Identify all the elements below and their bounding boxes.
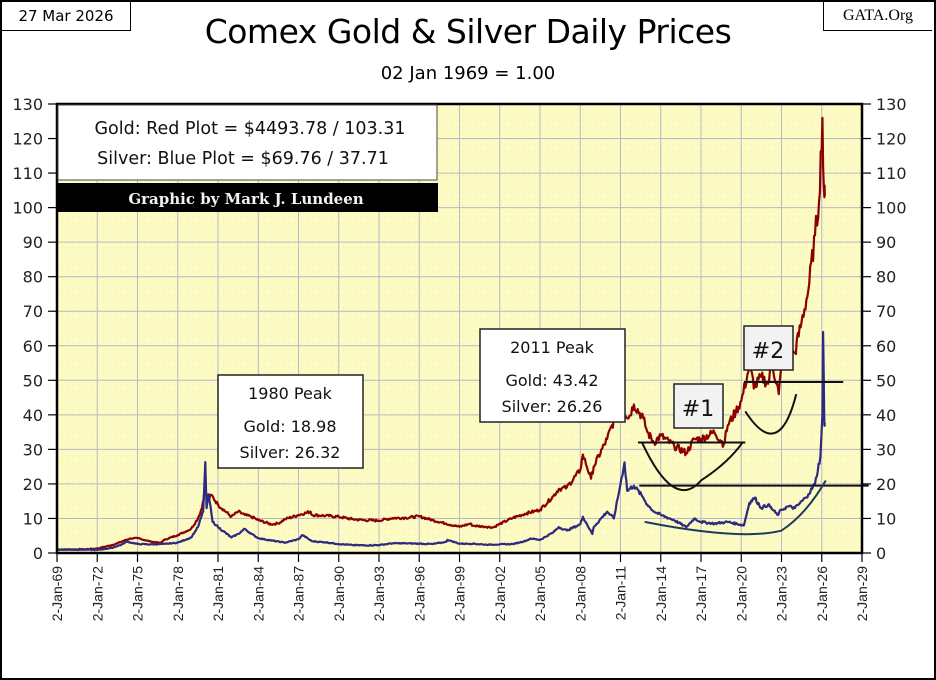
y-tick-label: 90 (23, 233, 43, 252)
x-tick-label: 2-Jan-08 (572, 566, 588, 621)
y-tick-label-right: 130 (876, 95, 907, 114)
y-tick-label: 60 (23, 337, 43, 356)
y-tick-label: 70 (23, 302, 43, 321)
annotation-1980-silver: Silver: 26.32 (240, 443, 341, 462)
y-tick-label: 120 (12, 130, 43, 149)
label-cup-2: #2 (743, 325, 794, 371)
y-tick-label: 100 (12, 199, 43, 218)
x-tick-label: 2-Jan-75 (130, 566, 146, 621)
x-tick-label: 2-Jan-17 (693, 566, 709, 621)
annotation-2011-silver: Silver: 26.26 (502, 397, 603, 416)
y-tick-label: 110 (12, 164, 43, 183)
y-tick-label-right: 20 (876, 475, 896, 494)
annotation-1980-title: 1980 Peak (248, 384, 333, 403)
y-tick-label-right: 110 (876, 164, 907, 183)
y-tick-label-right: 30 (876, 440, 896, 459)
annotation-2011-peak: 2011 Peak Gold: 43.42 Silver: 26.26 (479, 328, 626, 423)
y-tick-label-right: 100 (876, 199, 907, 218)
x-tick-label: 2-Jan-69 (49, 566, 65, 621)
y-tick-label-right: 40 (876, 406, 896, 425)
cup-1-curve (641, 441, 744, 491)
plot-border (55, 102, 864, 555)
series-group (56, 116, 826, 552)
silver-base-curve (644, 479, 827, 536)
x-tick-label: 2-Jan-78 (170, 566, 186, 621)
series-gold-line (56, 116, 826, 552)
x-axis: 2-Jan-69 2-Jan-72 2-Jan-75 2-Jan-78 2-Jan-81… (49, 553, 870, 621)
x-tick-label: 2-Jan-20 (733, 566, 749, 621)
svg-text:#1: #1 (682, 397, 714, 422)
legend-silver: Silver: Blue Plot = $69.76 / 37.71 (97, 149, 389, 169)
cup-2-curve (744, 393, 798, 435)
x-tick-label: 2-Jan-11 (613, 566, 629, 620)
x-tick-label: 2-Jan-23 (774, 566, 790, 621)
x-tick-label: 2-Jan-81 (210, 566, 226, 621)
source-label: GATA.Org (823, 2, 932, 31)
y-tick-label: 40 (23, 406, 43, 425)
x-tick-label: 2-Jan-72 (89, 566, 105, 621)
y-tick-label-right: 70 (876, 302, 896, 321)
y-tick-label: 20 (23, 475, 43, 494)
y-tick-label: 130 (12, 95, 43, 114)
annotation-lines (637, 381, 869, 536)
x-tick-label: 2-Jan-84 (250, 566, 266, 621)
y-tick-label-right: 50 (876, 371, 896, 390)
y-axis-right: 0 10 20 30 40 50 60 70 80 90 100 110 120 130 (862, 95, 907, 563)
credit-label: Graphic by Mark J. Lundeen (128, 190, 363, 208)
y-tick-label: 10 (23, 509, 43, 528)
series-silver-line (56, 330, 826, 552)
annotation-2011-gold: Gold: 43.42 (505, 371, 598, 390)
x-tick-label: 2-Jan-87 (291, 566, 307, 621)
svg-text:#2: #2 (752, 339, 784, 364)
chart-title: Comex Gold & Silver Daily Prices (204, 12, 732, 51)
x-tick-label: 2-Jan-14 (653, 566, 669, 621)
y-tick-label: 0 (33, 544, 43, 563)
x-tick-label: 2-Jan-26 (814, 566, 830, 621)
y-tick-label: 50 (23, 371, 43, 390)
annotation-1980-peak: 1980 Peak Gold: 18.98 Silver: 26.32 (217, 374, 364, 469)
legend-gold: Gold: Red Plot = $4493.78 / 103.31 (94, 119, 405, 139)
chart-subtitle: 02 Jan 1969 = 1.00 (380, 63, 556, 84)
x-tick-label: 2-Jan-02 (492, 566, 508, 621)
x-tick-label: 2-Jan-99 (452, 566, 468, 621)
x-tick-label: 2-Jan-96 (411, 566, 427, 621)
y-tick-label-right: 80 (876, 268, 896, 287)
label-cup-1: #1 (673, 383, 724, 429)
date-label: 27 Mar 2026 (2, 2, 131, 31)
y-tick-label: 80 (23, 268, 43, 287)
x-tick-label: 2-Jan-93 (371, 566, 387, 621)
x-tick-label: 2-Jan-05 (532, 566, 548, 621)
y-tick-label-right: 90 (876, 233, 896, 252)
y-tick-label-right: 10 (876, 509, 896, 528)
y-tick-label: 30 (23, 440, 43, 459)
y-tick-label-right: 60 (876, 337, 896, 356)
annotation-1980-gold: Gold: 18.98 (243, 417, 336, 436)
y-tick-label-right: 120 (876, 130, 907, 149)
x-tick-label: 2-Jan-29 (854, 566, 870, 621)
x-tick-label: 2-Jan-90 (331, 566, 347, 621)
y-tick-label-right: 0 (876, 544, 886, 563)
y-axis-left: 0 10 20 30 40 50 60 70 80 90 100 110 120 130 (12, 95, 57, 563)
legend: Gold: Red Plot = $4493.78 / 103.31 Silve… (57, 104, 438, 212)
annotation-2011-title: 2011 Peak (510, 338, 595, 357)
